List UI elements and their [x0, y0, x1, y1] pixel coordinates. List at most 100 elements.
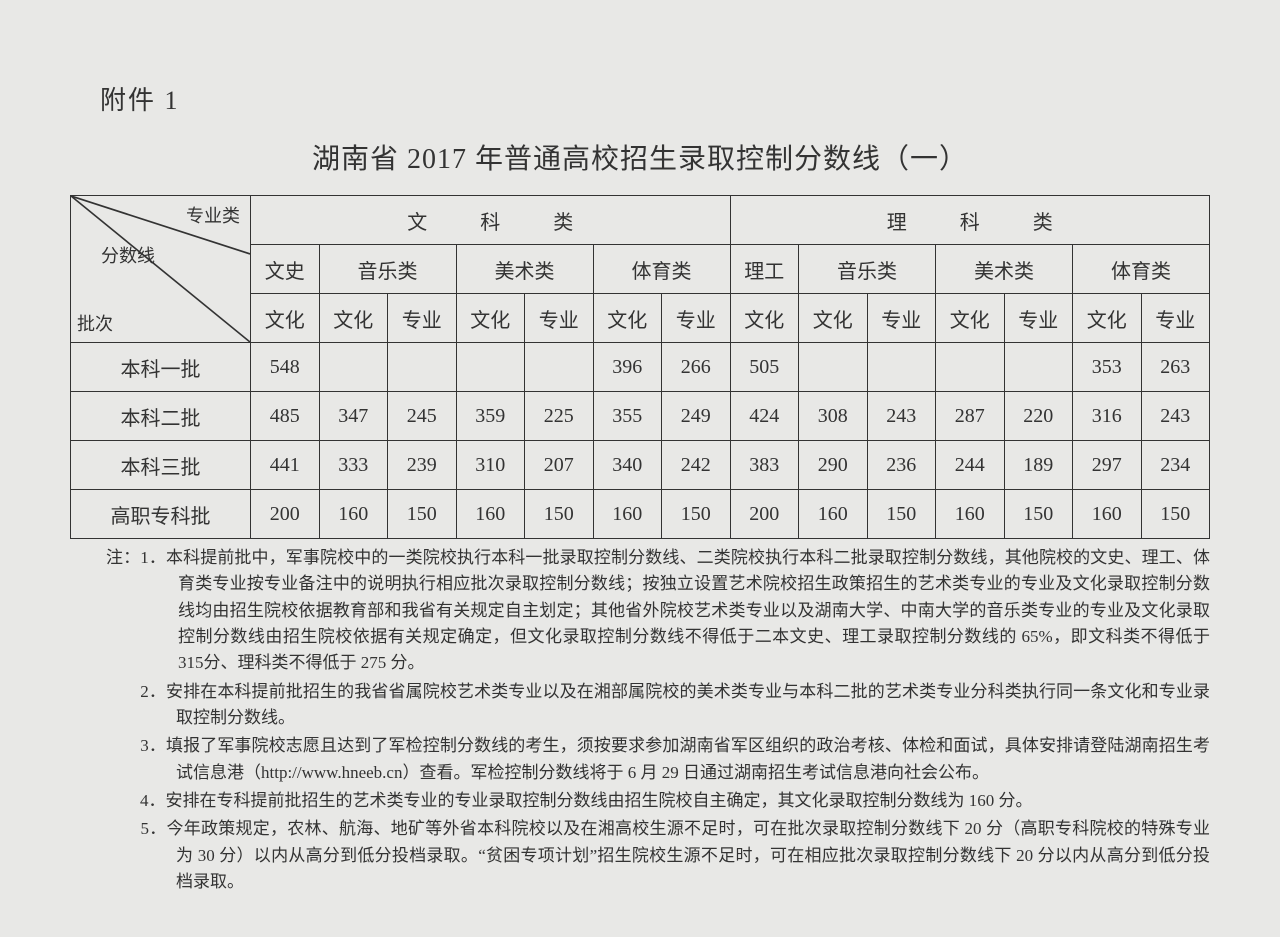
leaf-zy: 专业	[525, 294, 594, 343]
score-cell: 150	[1004, 490, 1073, 539]
header-science: 理 科 类	[730, 196, 1210, 245]
score-cell	[388, 343, 457, 392]
score-cell: 424	[730, 392, 799, 441]
leaf-wh: 文化	[936, 294, 1005, 343]
batch-name: 本科一批	[71, 343, 251, 392]
score-table: 专业类 分数线 批次 文 科 类 理 科 类 文史 音乐类 美术类 体育类 理工…	[70, 195, 1210, 539]
score-cell: 396	[593, 343, 662, 392]
score-cell	[456, 343, 525, 392]
table-row: 高职专科批20016015016015016015020016015016015…	[71, 490, 1210, 539]
score-cell: 242	[662, 441, 731, 490]
table-row: 本科三批441333239310207340242383290236244189…	[71, 441, 1210, 490]
note-item: 3．填报了军事院校志愿且达到了军检控制分数线的考生，须按要求参加湖南省军区组织的…	[106, 733, 1210, 786]
note-item: 2．安排在本科提前批招生的我省省属院校艺术类专业以及在湘部属院校的美术类专业与本…	[106, 679, 1210, 732]
score-cell: 150	[867, 490, 936, 539]
batch-name: 本科三批	[71, 441, 251, 490]
score-cell: 340	[593, 441, 662, 490]
score-cell: 355	[593, 392, 662, 441]
attachment-label: 附件 1	[100, 80, 1210, 117]
score-cell: 548	[251, 343, 320, 392]
score-cell: 266	[662, 343, 731, 392]
sub-ty-s: 体育类	[1073, 245, 1210, 294]
leaf-wh: 文化	[251, 294, 320, 343]
score-cell: 359	[456, 392, 525, 441]
score-cell: 383	[730, 441, 799, 490]
score-cell: 236	[867, 441, 936, 490]
score-cell: 310	[456, 441, 525, 490]
score-cell: 160	[319, 490, 388, 539]
score-cell: 249	[662, 392, 731, 441]
score-cell: 290	[799, 441, 868, 490]
note-item: 4．安排在专科提前批招生的艺术类专业的专业录取控制分数线由招生院校自主确定，其文…	[106, 788, 1210, 814]
diag-label-batch: 批次	[77, 310, 113, 336]
score-cell	[936, 343, 1005, 392]
score-cell: 287	[936, 392, 1005, 441]
score-cell: 308	[799, 392, 868, 441]
leaf-wh: 文化	[319, 294, 388, 343]
score-cell: 441	[251, 441, 320, 490]
score-cell: 200	[730, 490, 799, 539]
leaf-zy: 专业	[867, 294, 936, 343]
leaf-wh: 文化	[730, 294, 799, 343]
note-item: 注：1．本科提前批中，军事院校中的一类院校执行本科一批录取控制分数线、二类院校执…	[106, 545, 1210, 677]
sub-ms-l: 美术类	[456, 245, 593, 294]
score-cell: 160	[593, 490, 662, 539]
leaf-wh: 文化	[593, 294, 662, 343]
diagonal-header: 专业类 分数线 批次	[71, 196, 251, 343]
score-cell: 316	[1073, 392, 1142, 441]
page-title: 湖南省 2017 年普通高校招生录取控制分数线（一）	[70, 137, 1210, 177]
sub-lg: 理工	[730, 245, 799, 294]
score-cell: 150	[388, 490, 457, 539]
score-cell: 150	[662, 490, 731, 539]
score-cell: 160	[799, 490, 868, 539]
score-cell: 243	[1141, 392, 1210, 441]
table-row: 本科一批548 396266505 353263	[71, 343, 1210, 392]
leaf-zy: 专业	[1004, 294, 1073, 343]
score-cell: 160	[456, 490, 525, 539]
note-item: 5．今年政策规定，农林、航海、地矿等外省本科院校以及在湘高校生源不足时，可在批次…	[106, 816, 1210, 895]
leaf-wh: 文化	[1073, 294, 1142, 343]
leaf-zy: 专业	[388, 294, 457, 343]
score-cell: 150	[1141, 490, 1210, 539]
score-cell: 243	[867, 392, 936, 441]
table-row: 本科二批485347245359225355249424308243287220…	[71, 392, 1210, 441]
leaf-zy: 专业	[1141, 294, 1210, 343]
sub-ms-s: 美术类	[936, 245, 1073, 294]
score-cell	[867, 343, 936, 392]
sub-ws: 文史	[251, 245, 320, 294]
score-cell: 263	[1141, 343, 1210, 392]
score-cell: 347	[319, 392, 388, 441]
score-cell: 189	[1004, 441, 1073, 490]
batch-name: 本科二批	[71, 392, 251, 441]
sub-ty-l: 体育类	[593, 245, 730, 294]
diag-label-score: 分数线	[101, 242, 155, 268]
score-cell	[319, 343, 388, 392]
score-cell	[1004, 343, 1073, 392]
score-cell: 220	[1004, 392, 1073, 441]
score-cell: 160	[1073, 490, 1142, 539]
score-cell: 244	[936, 441, 1005, 490]
sub-yy-s: 音乐类	[799, 245, 936, 294]
leaf-zy: 专业	[662, 294, 731, 343]
score-cell: 485	[251, 392, 320, 441]
score-cell: 225	[525, 392, 594, 441]
header-liberal: 文 科 类	[251, 196, 731, 245]
score-cell: 297	[1073, 441, 1142, 490]
score-cell: 353	[1073, 343, 1142, 392]
batch-name: 高职专科批	[71, 490, 251, 539]
score-cell: 245	[388, 392, 457, 441]
score-cell: 150	[525, 490, 594, 539]
score-cell	[525, 343, 594, 392]
score-cell: 505	[730, 343, 799, 392]
score-cell: 200	[251, 490, 320, 539]
score-cell: 333	[319, 441, 388, 490]
score-cell: 160	[936, 490, 1005, 539]
leaf-wh: 文化	[799, 294, 868, 343]
sub-yy-l: 音乐类	[319, 245, 456, 294]
notes-block: 注：1．本科提前批中，军事院校中的一类院校执行本科一批录取控制分数线、二类院校执…	[70, 545, 1210, 895]
score-cell: 207	[525, 441, 594, 490]
leaf-wh: 文化	[456, 294, 525, 343]
diag-label-major: 专业类	[186, 202, 240, 228]
score-cell	[799, 343, 868, 392]
score-cell: 239	[388, 441, 457, 490]
